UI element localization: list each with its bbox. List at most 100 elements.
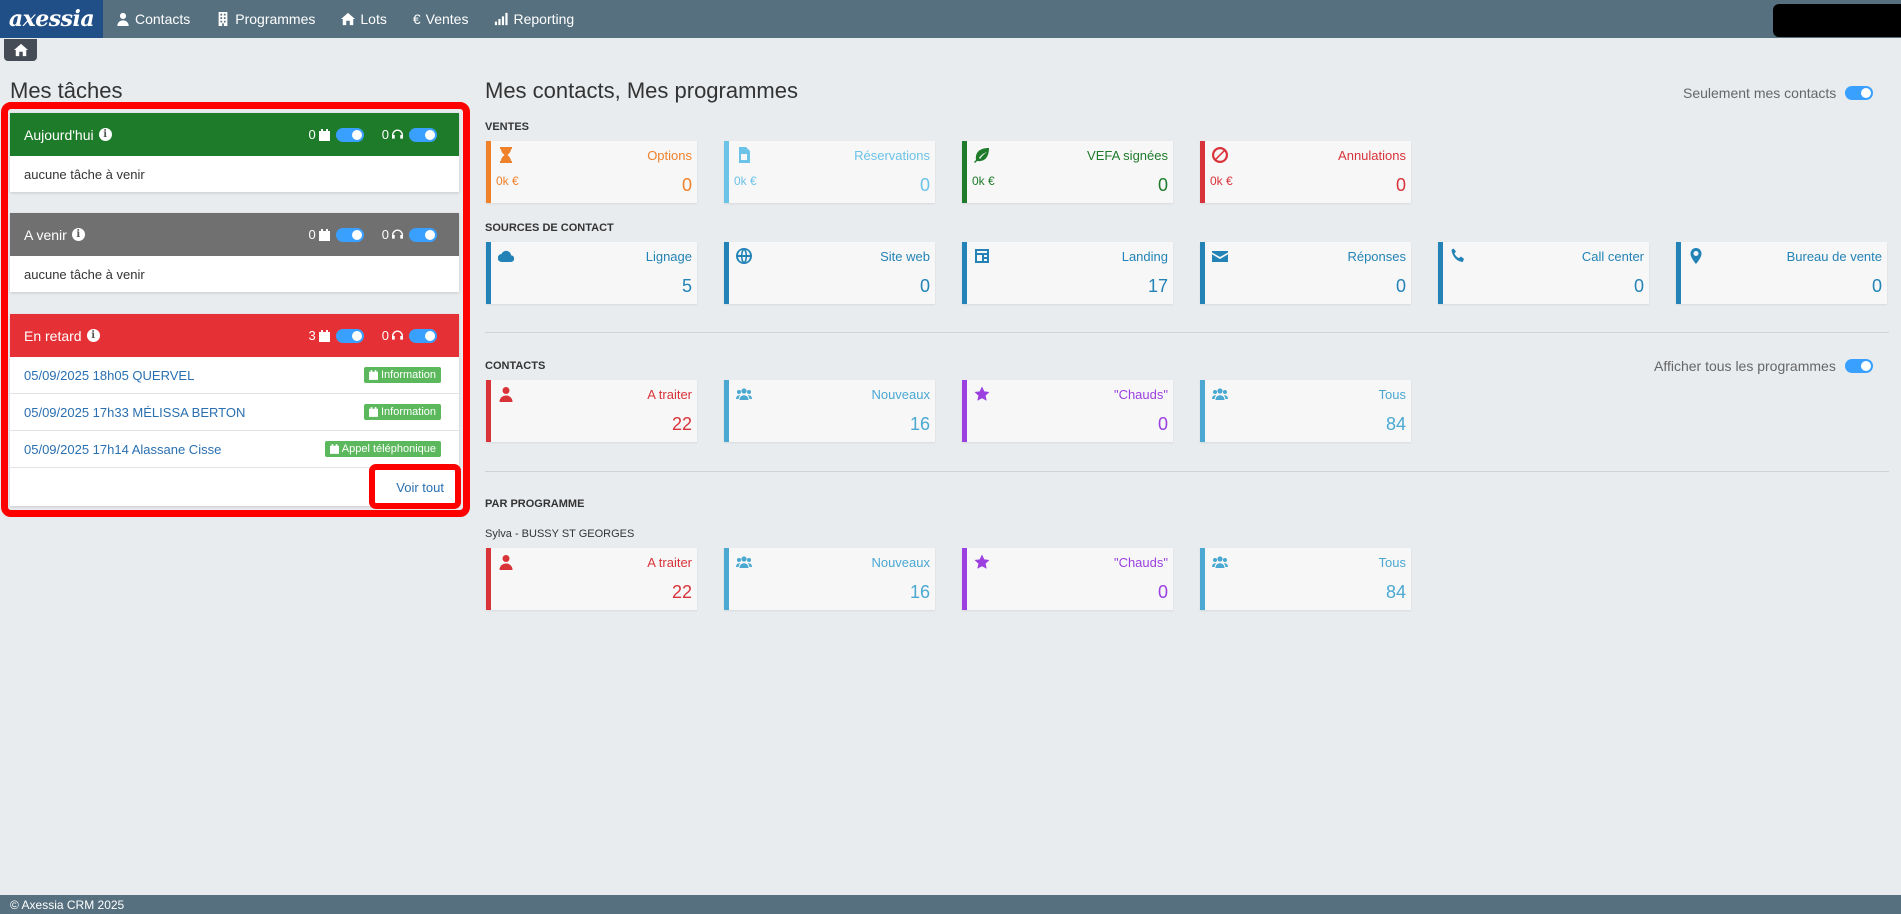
- task-link[interactable]: 05/09/2025 18h05 QUERVEL: [24, 367, 195, 383]
- upcoming-empty: aucune tâche à venir: [24, 266, 145, 282]
- stat-card[interactable]: Lignage 5: [486, 242, 697, 304]
- show-all-programs-toggle[interactable]: [1844, 359, 1873, 373]
- stat-card[interactable]: Site web 0: [724, 242, 935, 304]
- stat-card[interactable]: Bureau de vente 0: [1676, 242, 1887, 304]
- stat-card[interactable]: Call center 0: [1438, 242, 1649, 304]
- nav-ventes[interactable]: € Ventes: [400, 0, 482, 38]
- phone-count: 0: [381, 227, 389, 242]
- today-header: Aujourd'hui i 0 0: [10, 113, 459, 156]
- envelope-icon: [1212, 248, 1228, 264]
- only-my-contacts-label: Seulement mes contacts: [1683, 85, 1837, 101]
- calendar-toggle[interactable]: [335, 127, 364, 142]
- card-value: 0: [1395, 175, 1406, 195]
- stat-card[interactable]: Annulations 0k € 0: [1200, 141, 1411, 203]
- card-title: "Chauds": [1113, 387, 1168, 402]
- card-title: Bureau de vente: [1786, 249, 1882, 264]
- building-icon: [218, 12, 228, 26]
- nav-label: Ventes: [425, 11, 469, 27]
- calendar-icon: [318, 329, 330, 342]
- upcoming-title: A venir: [24, 226, 67, 243]
- stat-card[interactable]: Nouveaux 16: [724, 548, 935, 610]
- stat-card[interactable]: Landing 17: [962, 242, 1173, 304]
- card-value: 0: [919, 276, 930, 296]
- stat-card[interactable]: Tous 84: [1200, 548, 1411, 610]
- calendar-counter: 0: [309, 227, 364, 242]
- see-all-link[interactable]: Voir tout: [396, 479, 444, 495]
- users-icon: [1212, 386, 1228, 402]
- axessia-logo[interactable]: axessia: [0, 0, 103, 38]
- card-value: 0: [1157, 582, 1168, 602]
- card-title: Lignage: [645, 249, 692, 264]
- file-icon: [736, 147, 752, 163]
- phone-toggle[interactable]: [409, 328, 437, 343]
- nav-label: Contacts: [135, 11, 191, 27]
- calendar-count: 3: [308, 328, 316, 343]
- section-contacts: CONTACTS: [485, 360, 546, 372]
- stat-card[interactable]: Tous 84: [1200, 380, 1411, 442]
- show-all-programs[interactable]: Afficher tous les programmes: [1654, 358, 1873, 374]
- late-panel: En retard i 3 0 05/09/2025 18h05 QUERVEL …: [10, 314, 459, 506]
- task-link[interactable]: 05/09/2025 17h14 Alassane Cisse: [24, 441, 222, 457]
- nav-lots[interactable]: Lots: [328, 0, 399, 38]
- card-amount: 0k €: [496, 174, 519, 188]
- stat-card[interactable]: A traiter 22: [486, 548, 697, 610]
- badge-label: Appel téléphonique: [341, 443, 436, 455]
- nav-programmes[interactable]: Programmes: [203, 0, 328, 38]
- phone-toggle[interactable]: [409, 227, 437, 242]
- late-header: En retard i 3 0: [10, 314, 459, 357]
- stat-card[interactable]: Options 0k € 0: [486, 141, 697, 203]
- stat-card[interactable]: "Chauds" 0: [962, 380, 1173, 442]
- users-icon: [736, 386, 752, 402]
- stat-card[interactable]: A traiter 22: [486, 380, 697, 442]
- stat-card[interactable]: Nouveaux 16: [724, 380, 935, 442]
- show-all-programs-label: Afficher tous les programmes: [1654, 358, 1836, 374]
- card-value: 5: [681, 276, 692, 296]
- card-value: 0: [1633, 276, 1644, 296]
- phone-toggle[interactable]: [409, 127, 437, 142]
- phone-count: 0: [381, 127, 389, 142]
- today-title: Aujourd'hui: [24, 126, 94, 143]
- section-ventes: VENTES: [485, 121, 530, 133]
- globe-icon: [736, 248, 752, 264]
- only-my-contacts[interactable]: Seulement mes contacts: [1683, 85, 1874, 101]
- info-icon[interactable]: i: [86, 329, 100, 342]
- calendar-count: 0: [308, 227, 316, 242]
- headset-icon: [392, 229, 403, 239]
- task-link[interactable]: 05/09/2025 17h33 MÉLISSA BERTON: [24, 404, 246, 420]
- headset-icon: [392, 330, 403, 340]
- card-value: 17: [1147, 276, 1168, 296]
- info-icon[interactable]: i: [98, 128, 112, 141]
- card-value: 16: [909, 582, 930, 602]
- card-value: 0: [1395, 276, 1406, 296]
- task-row[interactable]: 05/09/2025 17h33 MÉLISSA BERTON Informat…: [10, 394, 459, 431]
- user-menu[interactable]: [1773, 4, 1901, 37]
- phone-counter: 0: [382, 328, 437, 343]
- task-type-badge: Information: [363, 404, 441, 420]
- nav-reporting[interactable]: Reporting: [481, 0, 587, 38]
- card-title: Site web: [880, 249, 930, 264]
- section-sources: SOURCES DE CONTACT: [485, 222, 614, 234]
- calendar-toggle[interactable]: [335, 227, 364, 242]
- stat-card[interactable]: Réservations 0k € 0: [724, 141, 935, 203]
- card-title: Call center: [1581, 249, 1644, 264]
- stat-card[interactable]: Réponses 0: [1200, 242, 1411, 304]
- user-icon: [498, 386, 514, 402]
- star-icon: [974, 554, 990, 570]
- card-value: 0: [1157, 414, 1168, 434]
- only-my-contacts-toggle[interactable]: [1845, 86, 1874, 100]
- info-icon[interactable]: i: [71, 228, 85, 241]
- calendar-icon: [368, 370, 378, 380]
- divider: [485, 471, 1889, 472]
- section-par-programme: PAR PROGRAMME: [485, 498, 585, 510]
- nav-contacts[interactable]: Contacts: [103, 0, 203, 38]
- card-value: 16: [909, 414, 930, 434]
- stat-card[interactable]: "Chauds" 0: [962, 548, 1173, 610]
- task-row[interactable]: 05/09/2025 17h14 Alassane Cisse Appel té…: [10, 431, 459, 468]
- home-button[interactable]: [4, 39, 37, 61]
- stat-card[interactable]: VEFA signées 0k € 0: [962, 141, 1173, 203]
- upcoming-header: A venir i 0 0: [10, 213, 459, 256]
- calendar-toggle[interactable]: [335, 328, 364, 343]
- card-title: Nouveaux: [871, 555, 930, 570]
- nav-label: Lots: [360, 11, 387, 27]
- task-row[interactable]: 05/09/2025 18h05 QUERVEL Information: [10, 357, 459, 394]
